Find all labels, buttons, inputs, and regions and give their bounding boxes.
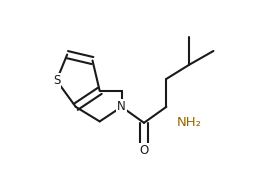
Text: S: S bbox=[53, 74, 60, 87]
Text: NH₂: NH₂ bbox=[176, 116, 201, 129]
Text: N: N bbox=[117, 100, 126, 113]
Text: O: O bbox=[139, 144, 148, 157]
